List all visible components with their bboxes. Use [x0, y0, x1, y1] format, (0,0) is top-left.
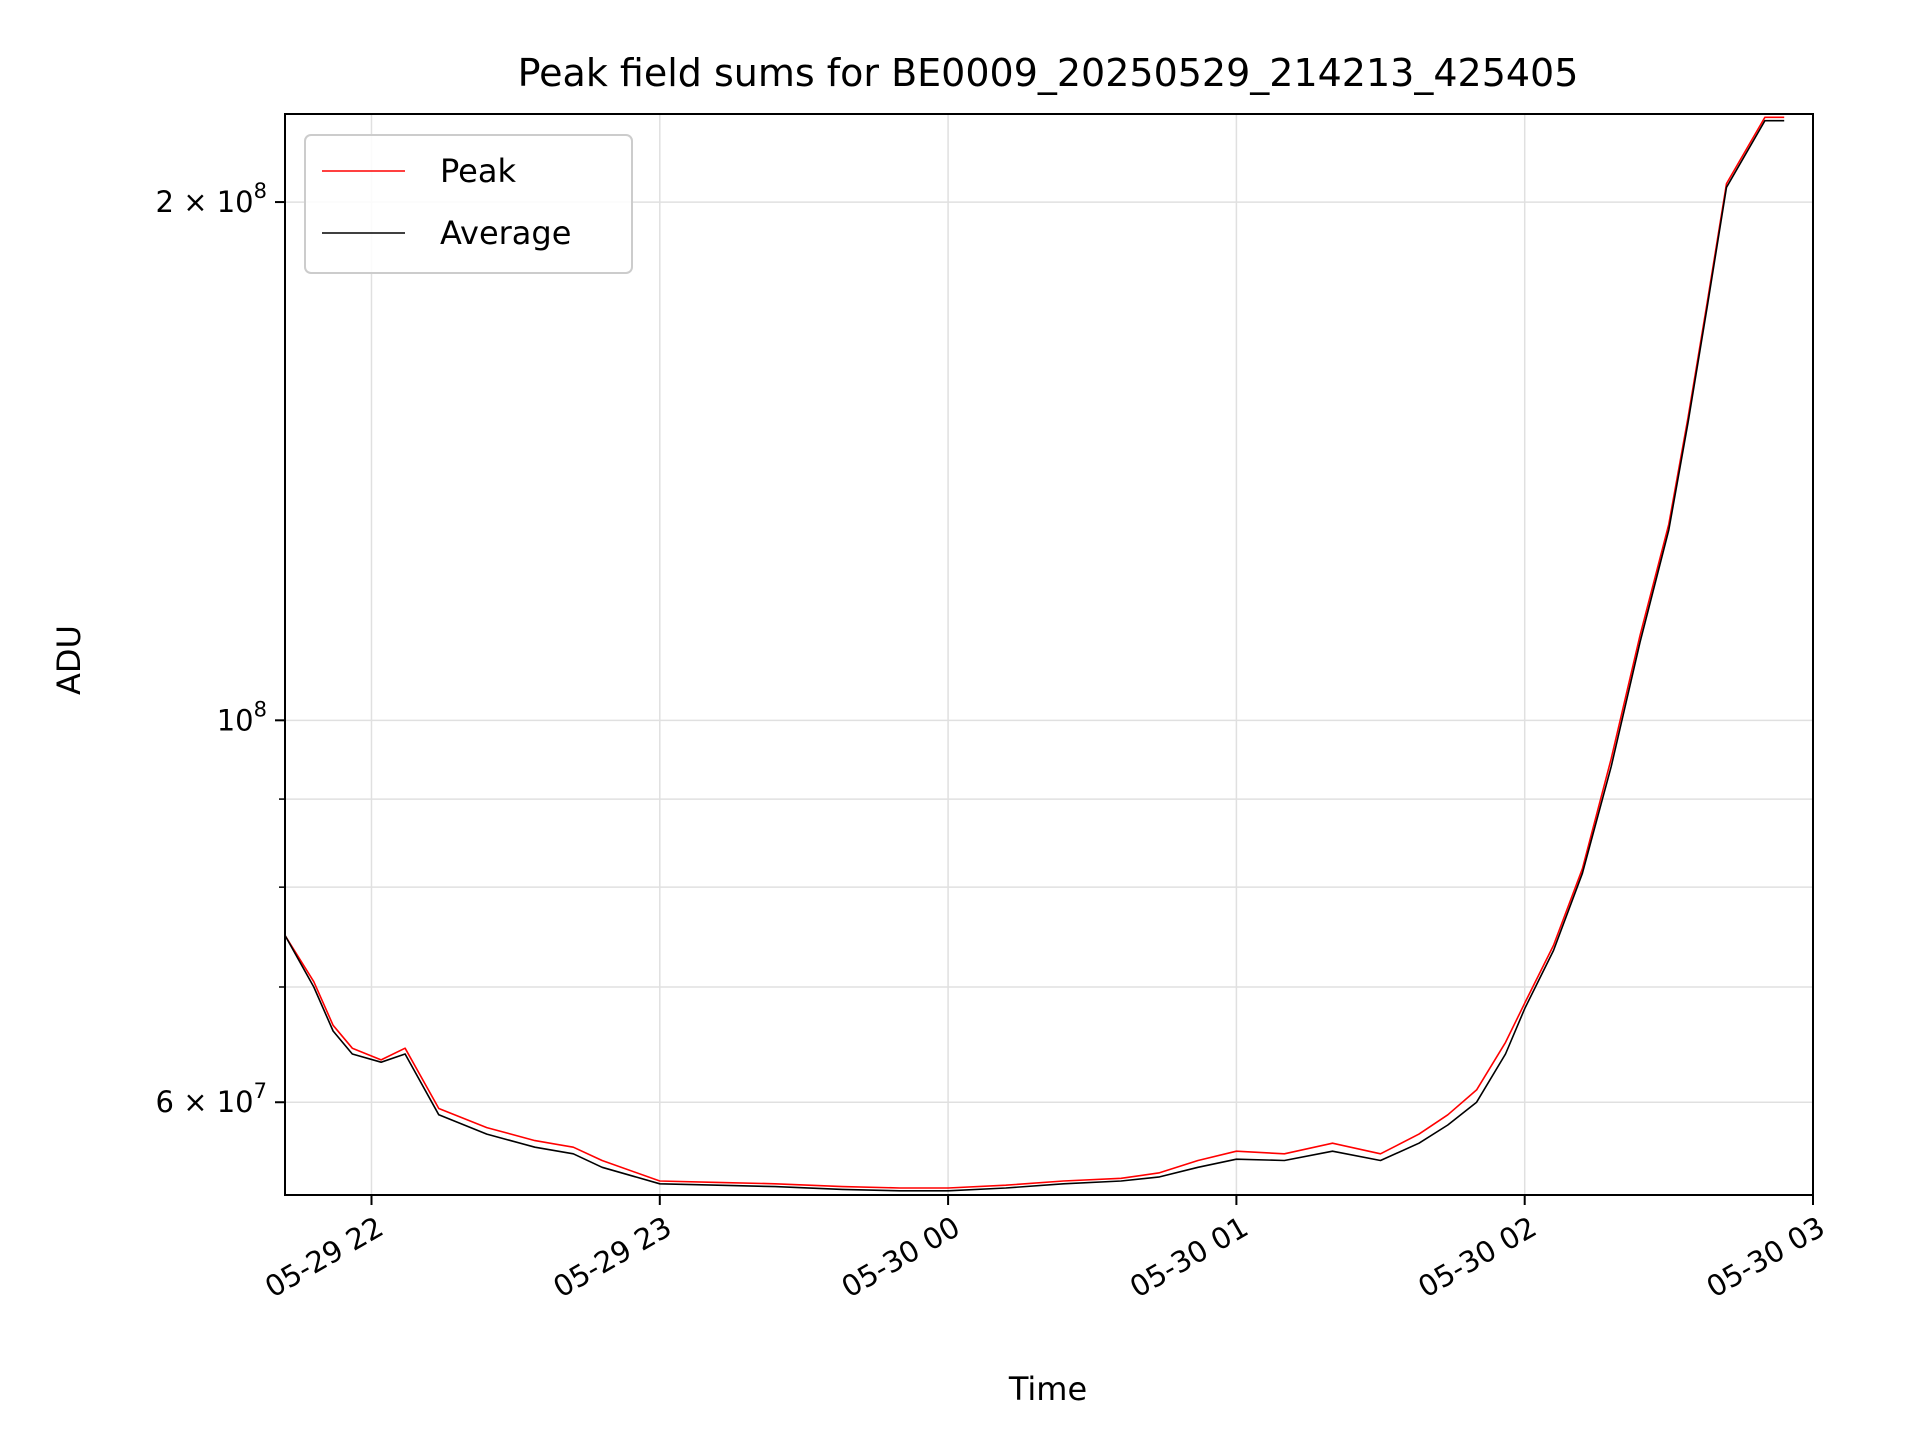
y-tick-label: 6 × 107 — [156, 1079, 267, 1119]
legend-label-peak: Peak — [440, 152, 516, 190]
y-tick-exponent: 8 — [254, 697, 267, 721]
x-axis-title: Time — [1008, 1370, 1087, 1408]
y-tick-base: 10 — [217, 703, 254, 737]
legend-box — [304, 134, 633, 274]
y-tick-label: 108 — [217, 697, 267, 737]
plot-frame — [284, 113, 1814, 1196]
chart-title: Peak field sums for BE0009_20250529_2142… — [518, 51, 1579, 95]
series-line-peak — [284, 116, 1785, 1189]
grid — [285, 114, 1814, 1195]
y-tick-base: 2 × 10 — [156, 185, 254, 219]
series-group — [284, 116, 1785, 1192]
legend-label-average: Average — [440, 214, 571, 252]
y-tick-label: 2 × 108 — [156, 179, 267, 219]
y-tick-exponent: 8 — [254, 179, 267, 203]
y-tick-exponent: 7 — [254, 1079, 267, 1103]
series-line-average — [284, 119, 1785, 1192]
y-tick-base: 6 × 10 — [156, 1085, 254, 1119]
legend: Peak Average — [304, 134, 633, 274]
y-axis-title: ADU — [50, 625, 88, 695]
